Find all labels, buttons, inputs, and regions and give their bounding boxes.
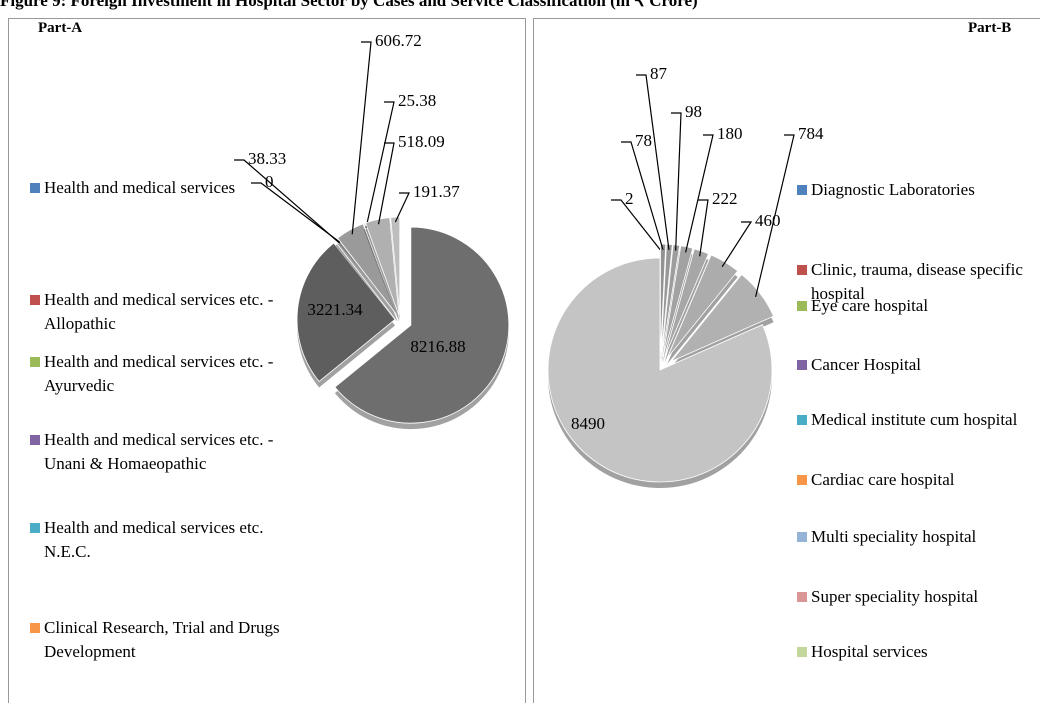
slice-shadow [335,244,397,323]
legend-swatch [797,301,807,311]
data-label: 8216.88 [410,337,465,356]
slice [664,248,710,357]
slice [334,226,510,424]
leader-line [698,199,709,257]
legend-label: Health and medical services [44,178,236,197]
data-label: 222 [712,189,738,208]
legend-item: Diagnostic Laboratories [797,178,1040,202]
legend-swatch [797,415,807,425]
data-label: 98 [685,102,702,121]
data-label: 25.38 [398,91,436,110]
leader-line [394,192,410,223]
legend-label: Cardiac care hospital [811,470,955,489]
legend-item: Health and medical services etc. - Allop… [30,288,294,336]
slice [337,223,398,316]
data-label: 87 [650,64,668,83]
legend-item: Health and medical services [30,176,294,200]
legend-label: Health and medical services etc. - Ayurv… [44,352,274,395]
data-label: 784 [798,124,824,143]
leader-line [755,134,795,297]
slice [390,216,401,316]
legend-swatch [797,360,807,370]
data-label: 180 [717,124,743,143]
chart-subtitle: Part-A [38,20,83,36]
legend-swatch [30,435,40,445]
slice [670,273,775,362]
leader-line [251,182,341,243]
legend-swatch [797,532,807,542]
data-label: 8490 [571,414,605,433]
legend-label: Medical institute cum hospital [811,410,1018,429]
data-label: 606.72 [375,31,422,50]
legend-swatch [30,523,40,533]
legend-item: Health and medical services etc. N.E.C. [30,516,294,564]
leader-line [685,134,714,253]
data-label: 78 [635,131,652,150]
slice [547,257,773,483]
slice-shadow [363,229,399,322]
leader-line [351,41,372,235]
legend-item: Health and medical services etc. - Unani… [30,428,294,476]
legend-label: Diagnostic Laboratories [811,180,975,199]
data-label: 3221.34 [307,300,363,319]
legend-item: Eye care hospital [797,294,1040,318]
leader-line [365,101,395,229]
legend-swatch [30,295,40,305]
legend-swatch [797,475,807,485]
panel [533,18,1040,703]
leader-line [636,74,670,251]
legend-item: Multi speciality hospital [797,525,1040,549]
legend-label: Clinical Research, Trial and Drugs Devel… [44,618,280,661]
legend-item: Clinic, trauma, disease specific hospita… [797,258,1040,306]
legend-item: Clinical Research, Trial and Drugs Devel… [30,616,294,664]
legend-swatch [797,592,807,602]
data-label: 518.09 [398,132,445,151]
legend-item: Cardiac care hospital [797,468,1040,492]
leader-line [621,141,664,250]
legend-label: Multi speciality hospital [811,527,977,546]
data-label: 460 [755,211,781,230]
legend-swatch [797,265,807,275]
leader-line [721,221,753,268]
chart-title: Figure 9: Foreign Investment in Hospital… [0,0,698,10]
legend-label: Health and medical services etc. N.E.C. [44,518,264,561]
panel [8,18,526,703]
leader-line [671,112,682,251]
legend-swatch [30,623,40,633]
slice [364,217,400,316]
data-label: 38.33 [248,149,286,168]
legend-item: Medical institute cum hospital [797,408,1040,432]
legend-label: Health and medical services etc. - Allop… [44,290,274,333]
legend-label: Eye care hospital [811,296,929,315]
leader-line [377,142,395,225]
legend-item: Health and medical services etc. - Ayurv… [30,350,294,398]
leader-line [611,199,661,250]
data-label: 2 [625,189,634,208]
legend-label: Clinic, trauma, disease specific hospita… [811,260,1023,303]
legend-label: Cancer Hospital [811,355,921,374]
data-label: 191.37 [413,182,460,201]
slice [659,243,667,357]
leader-line [234,159,340,244]
legend-swatch [30,357,40,367]
slice-shadow [664,254,709,363]
legend-swatch [797,185,807,195]
slice [296,242,396,383]
slice [660,243,673,357]
legend-item: Hospital services [797,640,1040,664]
legend-label: Hospital services [811,642,928,661]
legend-item: Super speciality hospital [797,585,1040,609]
legend-label: Health and medical services etc. - Unani… [44,430,274,473]
chart-subtitle: Part-B [968,20,1012,36]
legend-swatch [797,647,807,657]
legend-label: Super speciality hospital [811,587,979,606]
legend-swatch [30,183,40,193]
legend-item: Cancer Hospital [797,353,1040,377]
data-label: 0 [265,172,274,191]
